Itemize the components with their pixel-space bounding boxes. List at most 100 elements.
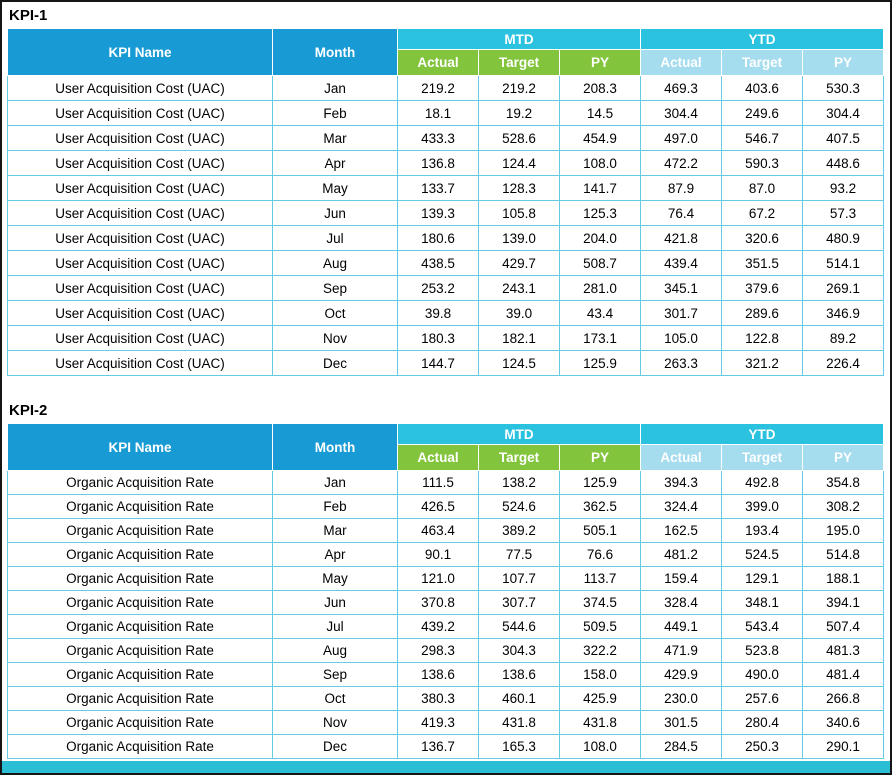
mtd-py-cell: 425.9 xyxy=(558,686,642,711)
ytd-target-cell: 492.8 xyxy=(721,470,804,495)
table-row: User Acquisition Cost (UAC) Mar 433.3 528.6… xyxy=(7,125,885,151)
mtd-actual-cell: 463.4 xyxy=(397,518,479,543)
mtd-target-cell: 544.6 xyxy=(478,614,560,639)
ytd-actual-cell: 472.2 xyxy=(640,150,723,176)
ytd-target-cell: 249.6 xyxy=(721,100,804,126)
mtd-actual-cell: 111.5 xyxy=(397,470,479,495)
kpi-name-cell: User Acquisition Cost (UAC) xyxy=(7,225,273,251)
table-row: Organic Acquisition Rate Jul 439.2 544.6 509… xyxy=(7,614,885,639)
ytd-py-cell: 480.9 xyxy=(802,225,885,251)
ytd-actual-cell: 429.9 xyxy=(640,662,723,687)
mtd-target-cell: 182.1 xyxy=(478,325,560,351)
mtd-target-cell: 307.7 xyxy=(478,590,560,615)
kpi-name-cell: Organic Acquisition Rate xyxy=(7,590,273,615)
kpi-name-cell: Organic Acquisition Rate xyxy=(7,542,273,567)
kpi-1-table-body: User Acquisition Cost (UAC) Jan 219.2 219.2… xyxy=(7,75,885,376)
mtd-py-cell: 76.6 xyxy=(558,542,642,567)
mtd-actual-cell: 139.3 xyxy=(397,200,479,226)
ytd-target-cell: 250.3 xyxy=(721,734,804,759)
kpi-name-cell: User Acquisition Cost (UAC) xyxy=(7,275,273,301)
mtd-target-cell: 460.1 xyxy=(478,686,560,711)
month-cell: Jun xyxy=(272,590,398,615)
month-cell: Feb xyxy=(272,100,398,126)
ytd-target-cell: 321.2 xyxy=(721,350,804,376)
section-label-kpi-1: KPI-1 xyxy=(9,7,48,24)
kpi-name-header: KPI Name xyxy=(7,28,273,76)
mtd-py-cell: 14.5 xyxy=(558,100,642,126)
ytd-target-cell: 546.7 xyxy=(721,125,804,151)
mtd-py-cell: 322.2 xyxy=(558,638,642,663)
ytd-actual-cell: 230.0 xyxy=(640,686,723,711)
ytd-py-cell: 354.8 xyxy=(802,470,885,495)
mtd-actual-cell: 121.0 xyxy=(397,566,479,591)
ytd-target-cell: 379.6 xyxy=(721,275,804,301)
ytd-py-cell: 57.3 xyxy=(802,200,885,226)
table-row: Organic Acquisition Rate Nov 419.3 431.8 431… xyxy=(7,710,885,735)
month-cell: Dec xyxy=(272,350,398,376)
ytd-actual-cell: 284.5 xyxy=(640,734,723,759)
mtd-target-cell: 219.2 xyxy=(478,75,560,101)
mtd-actual-header: Actual xyxy=(397,444,479,471)
kpi-name-cell: User Acquisition Cost (UAC) xyxy=(7,125,273,151)
mtd-target-header: Target xyxy=(478,444,560,471)
ytd-py-cell: 448.6 xyxy=(802,150,885,176)
ytd-group-header: YTD xyxy=(640,423,885,445)
mtd-py-cell: 125.9 xyxy=(558,470,642,495)
table-row: Organic Acquisition Rate Feb 426.5 524.6 362… xyxy=(7,494,885,519)
month-cell: Jul xyxy=(272,614,398,639)
kpi-name-cell: Organic Acquisition Rate xyxy=(7,614,273,639)
ytd-actual-cell: 497.0 xyxy=(640,125,723,151)
ytd-py-cell: 346.9 xyxy=(802,300,885,326)
ytd-py-cell: 394.1 xyxy=(802,590,885,615)
month-cell: Sep xyxy=(272,662,398,687)
kpi-name-header: KPI Name xyxy=(7,423,273,471)
ytd-actual-cell: 301.5 xyxy=(640,710,723,735)
mtd-target-cell: 124.4 xyxy=(478,150,560,176)
mtd-actual-cell: 180.6 xyxy=(397,225,479,251)
kpi-name-cell: User Acquisition Cost (UAC) xyxy=(7,350,273,376)
month-cell: Apr xyxy=(272,542,398,567)
ytd-target-cell: 351.5 xyxy=(721,250,804,276)
mtd-py-cell: 108.0 xyxy=(558,734,642,759)
table-row: Organic Acquisition Rate Oct 380.3 460.1 425… xyxy=(7,686,885,711)
ytd-py-cell: 195.0 xyxy=(802,518,885,543)
ytd-py-cell: 340.6 xyxy=(802,710,885,735)
ytd-actual-cell: 263.3 xyxy=(640,350,723,376)
kpi-name-cell: User Acquisition Cost (UAC) xyxy=(7,175,273,201)
ytd-py-cell: 514.1 xyxy=(802,250,885,276)
mtd-actual-cell: 144.7 xyxy=(397,350,479,376)
table-row: User Acquisition Cost (UAC) Jan 219.2 219.2… xyxy=(7,75,885,101)
ytd-actual-cell: 159.4 xyxy=(640,566,723,591)
section-label-kpi-2: KPI-2 xyxy=(9,402,48,419)
mtd-py-cell: 362.5 xyxy=(558,494,642,519)
mtd-actual-cell: 380.3 xyxy=(397,686,479,711)
mtd-target-cell: 304.3 xyxy=(478,638,560,663)
mtd-target-cell: 139.0 xyxy=(478,225,560,251)
mtd-py-cell: 43.4 xyxy=(558,300,642,326)
mtd-target-cell: 524.6 xyxy=(478,494,560,519)
ytd-target-cell: 129.1 xyxy=(721,566,804,591)
ytd-py-cell: 89.2 xyxy=(802,325,885,351)
table-row: Organic Acquisition Rate Jun 370.8 307.7 374… xyxy=(7,590,885,615)
month-cell: Jun xyxy=(272,200,398,226)
mtd-target-cell: 105.8 xyxy=(478,200,560,226)
mtd-target-cell: 528.6 xyxy=(478,125,560,151)
ytd-actual-cell: 481.2 xyxy=(640,542,723,567)
ytd-target-cell: 490.0 xyxy=(721,662,804,687)
mtd-target-cell: 165.3 xyxy=(478,734,560,759)
ytd-target-cell: 257.6 xyxy=(721,686,804,711)
mtd-py-header: PY xyxy=(558,49,642,76)
kpi-name-cell: Organic Acquisition Rate xyxy=(7,710,273,735)
ytd-py-header: PY xyxy=(802,444,885,471)
mtd-group-header: MTD xyxy=(396,28,642,50)
ytd-py-cell: 530.3 xyxy=(802,75,885,101)
kpi-name-cell: User Acquisition Cost (UAC) xyxy=(7,150,273,176)
ytd-target-cell: 320.6 xyxy=(721,225,804,251)
month-header: Month xyxy=(272,423,398,471)
mtd-target-cell: 389.2 xyxy=(478,518,560,543)
table-row: User Acquisition Cost (UAC) Oct 39.8 39.0 43… xyxy=(7,300,885,326)
table-row: Organic Acquisition Rate Apr 90.1 77.5 76.6 4… xyxy=(7,542,885,567)
ytd-target-cell: 543.4 xyxy=(721,614,804,639)
table-row: Organic Acquisition Rate Sep 138.6 138.6 158… xyxy=(7,662,885,687)
